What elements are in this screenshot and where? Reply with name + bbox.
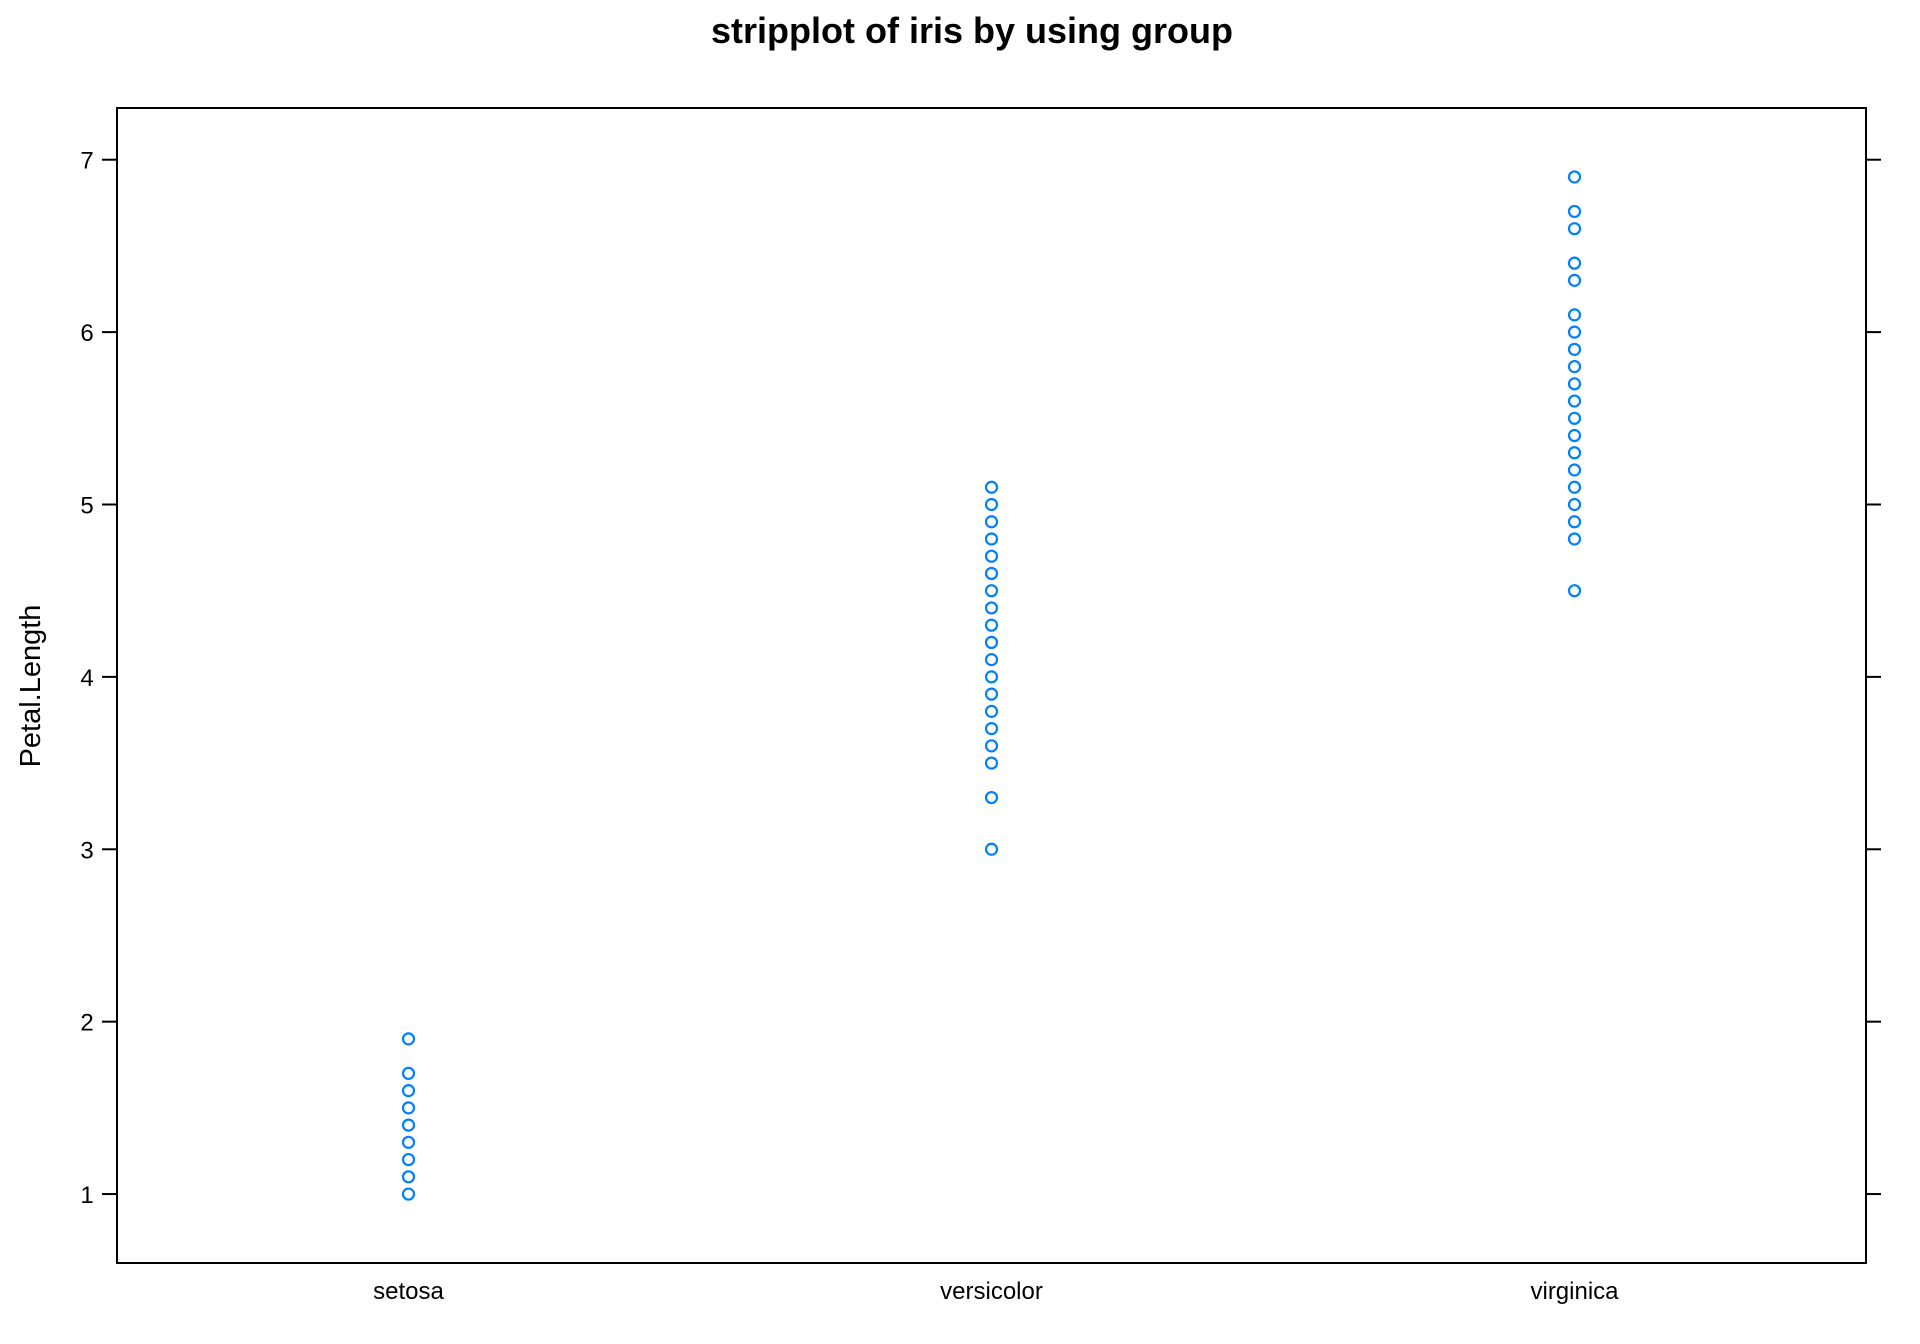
plot-frame bbox=[116, 107, 1867, 1264]
data-point bbox=[984, 687, 999, 701]
data-point bbox=[401, 1101, 416, 1115]
data-point bbox=[1567, 359, 1582, 374]
data-point bbox=[1567, 394, 1582, 408]
data-point bbox=[401, 1118, 416, 1132]
data-point bbox=[1567, 411, 1582, 425]
data-point bbox=[1567, 428, 1582, 443]
data-point bbox=[401, 1135, 416, 1149]
data-point bbox=[1567, 515, 1582, 529]
data-point bbox=[1567, 463, 1582, 477]
data-point bbox=[1567, 222, 1582, 236]
data-point bbox=[1567, 584, 1582, 598]
data-point bbox=[984, 618, 999, 632]
data-point bbox=[1567, 446, 1582, 460]
data-point bbox=[1567, 377, 1582, 391]
data-point bbox=[401, 1170, 416, 1184]
data-point bbox=[984, 515, 999, 529]
data-point bbox=[984, 670, 999, 684]
data-point bbox=[984, 584, 999, 598]
y-tick-label: 6 bbox=[80, 320, 93, 347]
chart-title: stripplot of iris by using group bbox=[711, 10, 1233, 51]
y-tick-label: 3 bbox=[80, 837, 93, 864]
data-point bbox=[984, 497, 999, 512]
data-point bbox=[1567, 325, 1582, 339]
data-point bbox=[984, 480, 999, 494]
data-point bbox=[984, 653, 999, 667]
data-point bbox=[401, 1187, 416, 1201]
data-point bbox=[984, 601, 999, 615]
data-point bbox=[1567, 480, 1582, 494]
y-axis-label: Petal.Length bbox=[15, 605, 47, 768]
data-point bbox=[1567, 532, 1582, 546]
data-point bbox=[1567, 204, 1582, 219]
data-point bbox=[1567, 256, 1582, 270]
y-tick-label: 2 bbox=[80, 1010, 93, 1037]
data-point bbox=[984, 532, 999, 546]
data-point bbox=[984, 549, 999, 563]
data-point bbox=[984, 790, 999, 805]
data-point bbox=[1567, 273, 1582, 287]
data-point bbox=[984, 721, 999, 736]
data-point bbox=[984, 704, 999, 718]
data-point bbox=[984, 756, 999, 770]
plot-area: 1 2 3 4 5 6 7 setosa versicolor virginica bbox=[80, 107, 1881, 1305]
data-point bbox=[984, 566, 999, 581]
data-point bbox=[1567, 170, 1582, 184]
x-tick-label: setosa bbox=[373, 1278, 444, 1305]
data-point bbox=[1567, 308, 1582, 322]
data-point bbox=[1567, 342, 1582, 356]
y-tick-label: 5 bbox=[80, 492, 93, 519]
data-point bbox=[401, 1032, 416, 1046]
data-point bbox=[401, 1084, 416, 1098]
x-tick-label: versicolor bbox=[940, 1278, 1043, 1305]
y-tick-label: 7 bbox=[80, 148, 93, 175]
y-tick-label: 4 bbox=[80, 665, 93, 692]
y-tick-label: 1 bbox=[80, 1182, 93, 1209]
data-point bbox=[401, 1066, 416, 1080]
x-tick-label: virginica bbox=[1530, 1278, 1619, 1305]
data-point bbox=[984, 635, 999, 650]
data-point bbox=[984, 739, 999, 753]
data-point bbox=[401, 1152, 416, 1167]
data-point bbox=[1567, 497, 1582, 512]
data-point bbox=[984, 842, 999, 856]
